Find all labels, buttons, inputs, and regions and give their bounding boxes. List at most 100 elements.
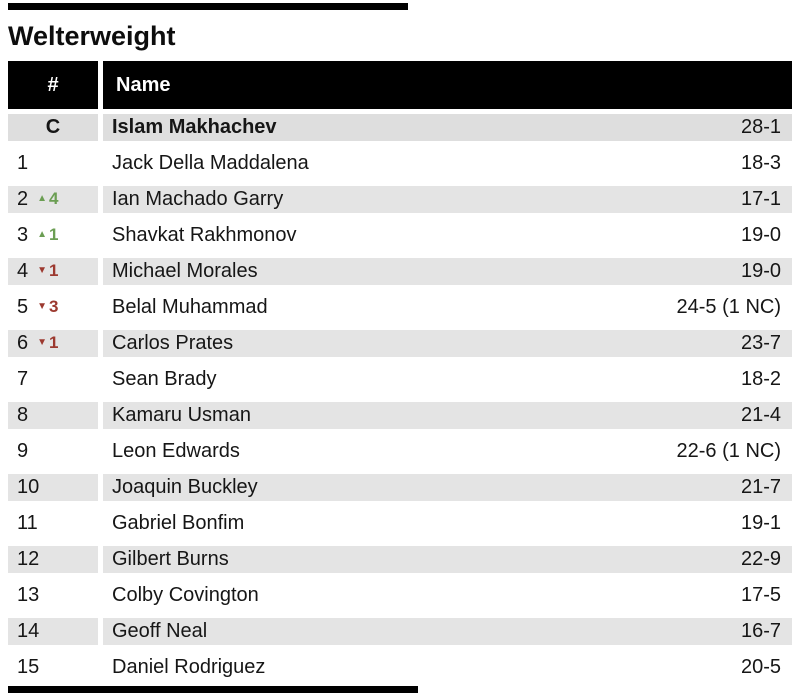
table-row: 14 Geoff Neal 16-7 <box>8 613 792 649</box>
rank-number: 3 <box>17 223 29 246</box>
fighter-cell: Leon Edwards 22-6 (1 NC) <box>103 438 792 465</box>
fighter-record: 23-7 <box>740 331 781 354</box>
rank-cell: 12 <box>8 545 98 573</box>
fighter-cell: Belal Muhammad 24-5 (1 NC) <box>103 294 792 321</box>
table-row: 13 Colby Covington 17-5 <box>8 577 792 613</box>
rank-cell: 9 <box>8 438 98 465</box>
table-row: 15 Daniel Rodriguez 20-5 <box>8 649 792 685</box>
table-row: 3 ▲ 1 Shavkat Rakhmonov 19-0 <box>8 217 792 253</box>
fighter-name: Gilbert Burns <box>112 547 229 570</box>
fighter-name: Sean Brady <box>112 367 217 390</box>
table-row: 10 Joaquin Buckley 21-7 <box>8 469 792 505</box>
rank-number: 9 <box>17 439 29 462</box>
rank-cell: 13 <box>8 582 98 609</box>
rank-cell: 1 <box>8 150 98 177</box>
fighter-record: 16-7 <box>740 619 781 642</box>
table-row: 7 Sean Brady 18-2 <box>8 361 792 397</box>
fighter-cell: Daniel Rodriguez 20-5 <box>103 654 792 681</box>
fighter-name: Geoff Neal <box>112 619 208 642</box>
table-row: 9 Leon Edwards 22-6 (1 NC) <box>8 433 792 469</box>
fighter-cell: Gilbert Burns 22-9 <box>103 545 792 573</box>
rank-number: 2 <box>17 187 29 210</box>
rank-number: 4 <box>17 259 29 282</box>
fighter-name: Michael Morales <box>112 259 258 282</box>
table-row: 12 Gilbert Burns 22-9 <box>8 541 792 577</box>
fighter-name: Belal Muhammad <box>112 295 268 318</box>
table-row: 2 ▲ 4 Ian Machado Garry 17-1 <box>8 181 792 217</box>
rank-number: C <box>45 115 61 138</box>
rank-number: 14 <box>17 619 40 642</box>
fighter-record: 19-0 <box>740 259 781 282</box>
rank-cell: 14 <box>8 617 98 645</box>
page-title: Welterweight <box>8 21 176 51</box>
fighter-name: Joaquin Buckley <box>112 475 258 498</box>
table-row: 8 Kamaru Usman 21-4 <box>8 397 792 433</box>
fighter-record: 18-2 <box>740 367 781 390</box>
rank-down-icon: ▼ <box>37 301 48 312</box>
fighter-record: 17-5 <box>740 583 781 606</box>
fighter-name: Colby Covington <box>112 583 259 606</box>
rank-cell: 15 <box>8 654 98 681</box>
fighter-cell: Shavkat Rakhmonov 19-0 <box>103 222 792 249</box>
table-body: C Islam Makhachev 28-1 1 Jack Della Madd… <box>8 109 792 685</box>
table-row: 6 ▼ 1 Carlos Prates 23-7 <box>8 325 792 361</box>
rank-number: 12 <box>17 547 40 570</box>
fighter-record: 21-4 <box>740 403 781 426</box>
rank-cell: 2 ▲ 4 <box>8 185 98 213</box>
rank-number: 7 <box>17 367 29 390</box>
fighter-record: 22-9 <box>740 547 781 570</box>
table-row: 5 ▼ 3 Belal Muhammad 24-5 (1 NC) <box>8 289 792 325</box>
rank-movement: ▼ 1 <box>28 333 58 353</box>
rank-movement: ▼ 3 <box>28 297 58 317</box>
table-header-row: # Name <box>8 61 792 109</box>
rank-cell: 10 <box>8 473 98 501</box>
fighter-cell: Michael Morales 19-0 <box>103 257 792 285</box>
rank-cell: 4 ▼ 1 <box>8 257 98 285</box>
fighter-name: Islam Makhachev <box>112 115 277 138</box>
fighter-cell: Ian Machado Garry 17-1 <box>103 185 792 213</box>
rank-up-icon: ▲ <box>37 193 48 204</box>
fighter-name: Jack Della Maddalena <box>112 151 309 174</box>
fighter-record: 20-5 <box>740 655 781 678</box>
table-row: C Islam Makhachev 28-1 <box>8 109 792 145</box>
rank-cell: C <box>8 113 98 141</box>
fighter-cell: Carlos Prates 23-7 <box>103 329 792 357</box>
fighter-cell: Sean Brady 18-2 <box>103 366 792 393</box>
rank-number: 10 <box>17 475 40 498</box>
fighter-cell: Geoff Neal 16-7 <box>103 617 792 645</box>
top-divider-bar <box>8 3 408 10</box>
rank-number: 8 <box>17 403 29 426</box>
fighter-cell: Joaquin Buckley 21-7 <box>103 473 792 501</box>
rank-cell: 8 <box>8 401 98 429</box>
rank-down-icon: ▼ <box>37 265 48 276</box>
rank-movement: ▼ 1 <box>28 261 58 281</box>
rank-cell: 11 <box>8 510 98 537</box>
fighter-record: 21-7 <box>740 475 781 498</box>
rank-number: 15 <box>17 655 40 678</box>
fighter-name: Carlos Prates <box>112 331 234 354</box>
rankings-table: # Name C Islam Makhachev 28-1 1 Jack Del… <box>8 61 792 685</box>
fighter-record: 22-6 (1 NC) <box>676 439 781 462</box>
fighter-record: 18-3 <box>740 151 781 174</box>
rank-move-value: 1 <box>49 261 59 280</box>
fighter-record: 19-0 <box>740 223 781 246</box>
rank-number: 6 <box>17 331 29 354</box>
rank-down-icon: ▼ <box>37 337 48 348</box>
table-row: 4 ▼ 1 Michael Morales 19-0 <box>8 253 792 289</box>
fighter-name: Ian Machado Garry <box>112 187 284 210</box>
rank-move-value: 3 <box>49 297 59 316</box>
fighter-name: Leon Edwards <box>112 439 240 462</box>
rank-movement: ▲ 1 <box>28 225 58 245</box>
fighter-name: Shavkat Rakhmonov <box>112 223 297 246</box>
fighter-record: 17-1 <box>740 187 781 210</box>
rank-number: 1 <box>17 151 29 174</box>
name-column-header: Name <box>103 61 792 109</box>
fighter-cell: Gabriel Bonfim 19-1 <box>103 510 792 537</box>
fighter-cell: Colby Covington 17-5 <box>103 582 792 609</box>
fighter-cell: Islam Makhachev 28-1 <box>103 113 792 141</box>
fighter-record: 28-1 <box>740 115 781 138</box>
table-row: 11 Gabriel Bonfim 19-1 <box>8 505 792 541</box>
table-row: 1 Jack Della Maddalena 18-3 <box>8 145 792 181</box>
rank-column-header: # <box>8 61 98 109</box>
rank-move-value: 1 <box>49 333 59 352</box>
